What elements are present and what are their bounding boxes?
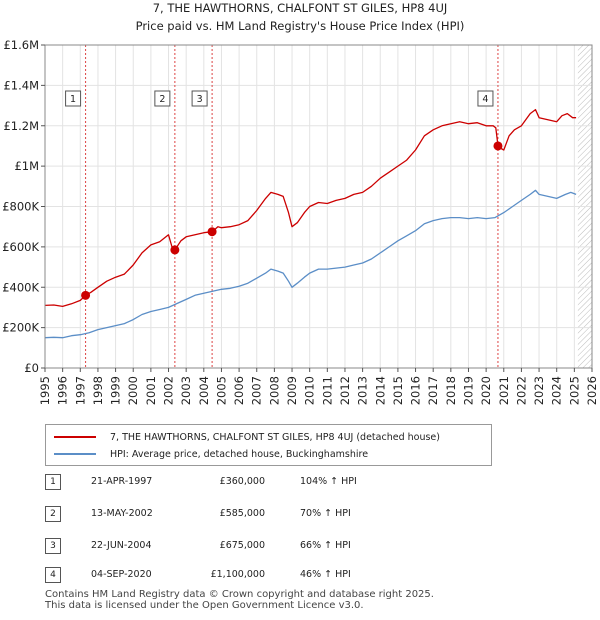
footer: Contains HM Land Registry data © Crown c… (45, 589, 434, 611)
sale-date: 22-JUN-2004 (91, 540, 152, 551)
x-tick-label: 2000 (126, 376, 140, 405)
sale-date: 04-SEP-2020 (91, 569, 152, 580)
sale-point (170, 245, 180, 255)
x-tick-label: 2012 (338, 376, 352, 405)
legend: 7, THE HAWTHORNS, CHALFONT ST GILES, HP8… (45, 424, 492, 466)
x-tick-label: 2004 (197, 376, 211, 405)
y-tick-label: £800K (2, 200, 39, 214)
legend-property-label: 7, THE HAWTHORNS, CHALFONT ST GILES, HP8… (110, 431, 440, 443)
x-tick-label: 2013 (356, 376, 370, 405)
sale-point (207, 227, 217, 237)
sale-label-box (191, 90, 208, 107)
sale-point (493, 141, 503, 151)
x-tick-label: 2007 (250, 376, 264, 405)
y-tick-label: £400K (2, 280, 39, 294)
x-tick-label: 1997 (73, 376, 87, 405)
sale-label-box (477, 90, 494, 107)
x-tick-label: 1998 (91, 376, 105, 405)
x-tick-label: 2005 (214, 376, 228, 405)
sale-label-number: 4 (482, 94, 488, 105)
x-tick-label: 1995 (38, 376, 52, 405)
price-chart: 7, THE HAWTHORNS, CHALFONT ST GILES, HP8… (2, 1, 599, 405)
sale-price: £675,000 (219, 540, 265, 551)
x-tick-label: 2009 (285, 376, 299, 405)
x-tick-label: 2024 (550, 376, 564, 405)
x-tick-label: 2001 (144, 376, 158, 405)
chart-subtitle: Price paid vs. HM Land Registry's House … (136, 19, 465, 33)
legend-item-hpi: HPI: Average price, detached house, Buck… (54, 446, 368, 462)
y-tick-label: £600K (2, 240, 39, 254)
y-tick-label: £1M (14, 159, 39, 173)
x-tick-label: 2016 (409, 376, 423, 405)
x-tick-label: 2022 (514, 376, 528, 405)
sale-point (81, 290, 91, 300)
x-tick-label: 2017 (426, 376, 440, 405)
sale-label-box (65, 90, 82, 107)
y-tick-label: £200K (2, 321, 39, 335)
sale-label-number: 3 (197, 94, 203, 105)
sale-date: 21-APR-1997 (91, 476, 153, 487)
sale-label-number: 1 (70, 94, 76, 105)
legend-hpi-swatch (54, 453, 96, 455)
chart-title: 7, THE HAWTHORNS, CHALFONT ST GILES, HP8… (153, 1, 448, 15)
sale-label-box (154, 90, 171, 107)
sale-price: £360,000 (219, 476, 265, 487)
y-tick-label: £1.2M (3, 119, 39, 133)
x-tick-label: 2008 (267, 376, 281, 405)
x-tick-label: 2026 (585, 376, 599, 405)
x-tick-label: 2011 (320, 376, 334, 405)
footer-copyright: Contains HM Land Registry data © Crown c… (45, 589, 434, 600)
x-tick-label: 2021 (497, 376, 511, 405)
legend-item-property: 7, THE HAWTHORNS, CHALFONT ST GILES, HP8… (54, 429, 440, 445)
property-series-line (44, 108, 577, 308)
sale-number-badge: 1 (45, 474, 61, 490)
x-tick-label: 2020 (479, 376, 493, 405)
sale-price: £1,100,000 (210, 569, 265, 580)
sale-hpi: 66% ↑ HPI (300, 540, 351, 551)
sale-label-number: 2 (159, 94, 165, 105)
x-tick-label: 2025 (567, 376, 581, 405)
x-tick-label: 1999 (109, 376, 123, 405)
x-tick-label: 1996 (56, 376, 70, 405)
sale-number-badge: 3 (45, 538, 61, 554)
x-tick-label: 2006 (232, 376, 246, 405)
y-tick-label: £1.4M (3, 78, 39, 92)
sale-hpi: 46% ↑ HPI (300, 569, 351, 580)
y-tick-label: £1.6M (3, 38, 39, 52)
footer-licence: This data is licensed under the Open Gov… (45, 600, 364, 611)
sale-date: 13-MAY-2002 (91, 508, 153, 519)
x-tick-label: 2014 (373, 376, 387, 405)
sale-hpi: 70% ↑ HPI (300, 508, 351, 519)
legend-hpi-label: HPI: Average price, detached house, Buck… (110, 448, 369, 460)
legend-property-swatch (54, 436, 96, 438)
sale-price: £585,000 (219, 508, 265, 519)
x-tick-label: 2019 (461, 376, 475, 405)
x-tick-label: 2010 (303, 376, 317, 405)
x-tick-label: 2015 (391, 376, 405, 405)
hpi-series-line (44, 189, 577, 339)
x-tick-label: 2023 (532, 376, 546, 405)
x-tick-label: 2003 (179, 376, 193, 405)
sale-number-badge: 4 (45, 567, 61, 583)
sale-hpi: 104% ↑ HPI (300, 476, 357, 487)
x-tick-label: 2018 (444, 376, 458, 405)
y-tick-label: £0 (24, 361, 39, 375)
x-tick-label: 2002 (162, 376, 176, 405)
sale-number-badge: 2 (45, 506, 61, 522)
